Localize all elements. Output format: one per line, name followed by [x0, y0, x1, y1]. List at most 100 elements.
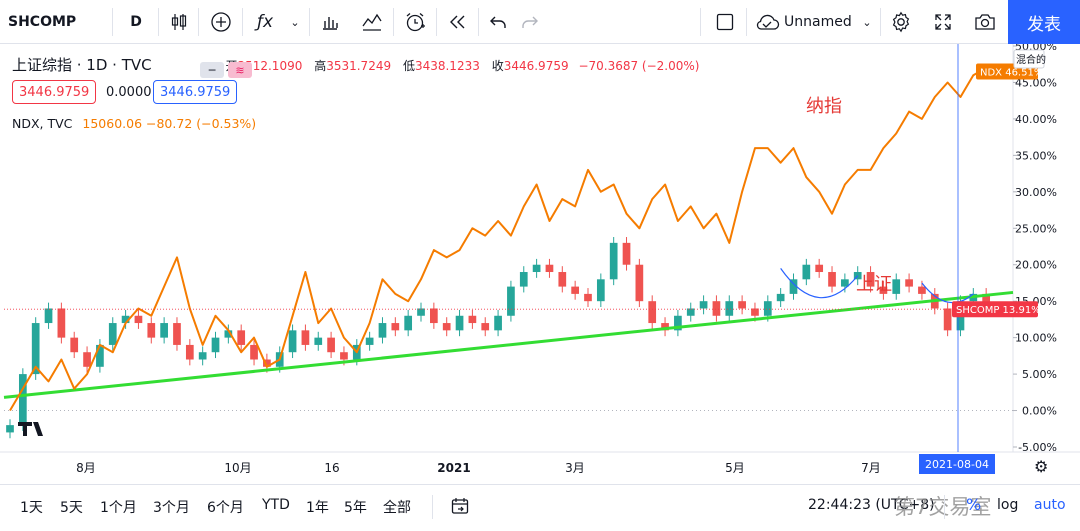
- shcomp-candle: [417, 308, 425, 316]
- axis-settings-gear-icon[interactable]: ⚙: [1034, 457, 1048, 476]
- range-1y[interactable]: 1年: [306, 500, 329, 516]
- nasdaq-annotation: 纳指: [806, 96, 842, 117]
- tradingview-logo-icon: [18, 422, 43, 436]
- price-tick-label: 50.00%: [1015, 44, 1057, 53]
- toolbar-divider: [242, 8, 243, 36]
- layout-square-icon[interactable]: [710, 0, 740, 44]
- trendline: [3, 290, 1014, 399]
- percent-scale-toggle[interactable]: %: [966, 495, 982, 514]
- log-scale-toggle[interactable]: log: [997, 497, 1019, 513]
- price-tick-label: 0.00%: [1022, 405, 1057, 418]
- legend-title[interactable]: 上证综指 · 1D · TVC: [12, 56, 152, 74]
- shcomp-candle: [468, 315, 477, 324]
- shcomp-candle: [442, 323, 451, 331]
- price-tick-label: 30.00%: [1015, 186, 1057, 199]
- range-5d[interactable]: 5天: [60, 500, 83, 516]
- ndx-series-line: [9, 66, 1000, 412]
- clock-display[interactable]: 22:44:23 (UTC+8): [808, 497, 935, 513]
- gear-icon[interactable]: [886, 0, 916, 44]
- shcomp-candle: [532, 264, 541, 273]
- bottom-divider: [432, 495, 433, 519]
- main-series-legend: 上证综指 · 1D · TVC ━ ≋ 开3512.1090 高3531.724…: [12, 54, 700, 78]
- scale-mode-box: [1013, 49, 1045, 69]
- templates-icon[interactable]: [314, 0, 346, 44]
- time-axis-label: 2021: [437, 461, 470, 475]
- watermark-text: 第7交易室: [894, 495, 992, 519]
- replay-rewind-icon[interactable]: [442, 0, 474, 44]
- fullscreen-icon[interactable]: [928, 0, 958, 44]
- price-tick-label: 40.00%: [1015, 113, 1057, 126]
- shcomp-candle: [263, 359, 271, 367]
- legend-wave-toggle[interactable]: ≋: [228, 62, 252, 78]
- shcomp-candle: [828, 272, 836, 287]
- toolbar-divider: [700, 8, 701, 36]
- change-value: −70.3687 (−2.00%): [578, 59, 700, 73]
- chart-pane[interactable]: 50.00% 45.00% 40.00% 35.00% 30.00% 25.00% 20.0…: [0, 44, 1080, 484]
- shcomp-candle: [391, 323, 400, 331]
- ndx-name[interactable]: NDX, TVC: [12, 116, 73, 131]
- auto-scale-toggle[interactable]: auto: [1034, 497, 1066, 513]
- low-value: 3438.1233: [414, 59, 480, 73]
- goto-date-icon[interactable]: [450, 496, 470, 520]
- spread-box: 0.0000: [100, 80, 158, 104]
- alert-clock-icon[interactable]: [398, 0, 432, 44]
- redo-icon[interactable]: [516, 0, 544, 44]
- shcomp-candle: [918, 286, 926, 294]
- scale-mode-label[interactable]: 混合的: [1016, 53, 1046, 66]
- ndx-value: 15060.06 −80.72 (−0.53%): [82, 116, 257, 131]
- range-6m[interactable]: 6个月: [207, 500, 244, 516]
- shcomp-candle: [224, 330, 233, 338]
- camera-icon[interactable]: [970, 0, 1000, 44]
- shcomp-candle: [725, 301, 734, 316]
- toolbar-divider: [478, 8, 479, 36]
- chart-properties-icon[interactable]: [356, 0, 388, 44]
- range-5y[interactable]: 5年: [344, 500, 367, 516]
- interval-button[interactable]: D: [130, 14, 142, 30]
- shcomp-candle: [982, 293, 991, 309]
- shcomp-candle: [455, 315, 464, 331]
- shcomp-candle: [6, 425, 14, 433]
- close-value: 3446.9759: [503, 59, 569, 73]
- indicators-fx-icon[interactable]: ƒx: [256, 12, 274, 32]
- price-box-ask[interactable]: 3446.9759: [153, 80, 238, 104]
- legend-eye-toggle[interactable]: ━: [200, 62, 224, 78]
- close-label: 收: [491, 59, 504, 73]
- shcomp-candle: [648, 301, 657, 324]
- shcomp-candle: [712, 301, 721, 316]
- shcomp-candle: [802, 264, 811, 280]
- crosshair-date-badge: [919, 454, 995, 474]
- shcomp-candle: [365, 337, 374, 345]
- toolbar-divider: [393, 8, 394, 36]
- layout-name-button[interactable]: Unnamed: [784, 14, 852, 30]
- range-all[interactable]: 全部: [383, 500, 411, 516]
- shcomp-candle: [160, 323, 168, 338]
- time-axis-label: 8月: [76, 461, 96, 475]
- chevron-down-icon[interactable]: ⌄: [862, 15, 872, 29]
- shcomp-candle: [378, 323, 387, 338]
- shcomp-candle: [494, 315, 502, 331]
- range-ytd[interactable]: YTD: [262, 497, 290, 513]
- shcomp-candle: [558, 272, 567, 287]
- shcomp-candle: [776, 293, 785, 302]
- range-3m[interactable]: 3个月: [153, 500, 190, 516]
- candles-icon[interactable]: [164, 0, 194, 44]
- price-box-bid[interactable]: 3446.9759: [12, 80, 97, 104]
- compare-plus-icon[interactable]: [205, 0, 237, 44]
- shcomp-price-badge: [952, 301, 1038, 318]
- cloud-save-icon[interactable]: [752, 0, 782, 44]
- publish-button[interactable]: 发表: [1008, 0, 1080, 44]
- symbol-search-button[interactable]: SHCOMP: [8, 14, 77, 30]
- undo-icon[interactable]: [484, 0, 512, 44]
- shcomp-candle: [404, 315, 413, 331]
- toolbar-divider: [880, 8, 881, 36]
- price-chart[interactable]: 50.00% 45.00% 40.00% 35.00% 30.00% 25.00% 20.0…: [0, 44, 1080, 484]
- range-1d[interactable]: 1天: [20, 500, 43, 516]
- range-1m[interactable]: 1个月: [100, 500, 137, 516]
- shcomp-candle: [879, 286, 888, 294]
- price-tick-label: 25.00%: [1015, 222, 1057, 235]
- shcomp-candle: [545, 264, 554, 273]
- low-label: 低: [402, 59, 415, 73]
- chevron-down-icon[interactable]: ⌄: [290, 15, 300, 29]
- shcomp-candle: [185, 344, 194, 360]
- shcomp-candle: [237, 330, 246, 345]
